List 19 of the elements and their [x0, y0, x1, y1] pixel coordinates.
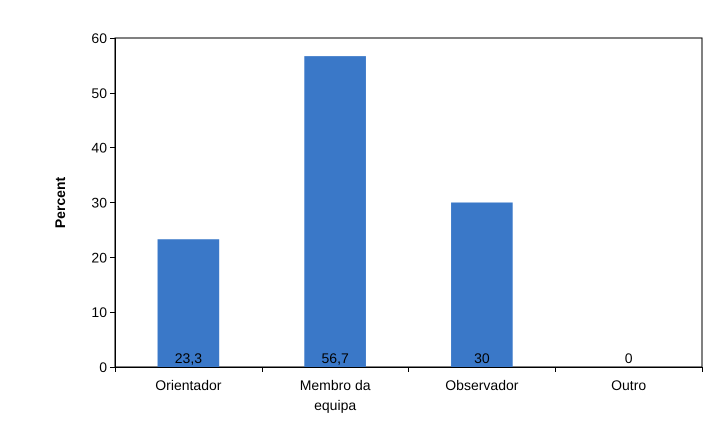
bar	[304, 56, 366, 367]
y-axis-title: Percent	[52, 176, 68, 228]
y-tick-label: 50	[91, 84, 108, 101]
bar	[158, 239, 220, 367]
x-tick-label: Observador	[445, 377, 519, 393]
y-tick-label: 30	[91, 194, 108, 210]
data-label: 56,7	[322, 350, 349, 366]
x-tick-label: Membro da equipa	[300, 377, 371, 413]
data-label: 30	[474, 350, 490, 366]
y-tick-label: 40	[91, 140, 108, 156]
x-tick-label: Outro	[611, 377, 646, 393]
data-label: 23,3	[174, 350, 202, 366]
y-tick-label: 60	[91, 30, 108, 46]
data-label: 0	[624, 350, 633, 366]
y-tick-label: 20	[91, 249, 108, 266]
y-tick-label: 0	[99, 359, 108, 375]
bar	[451, 202, 513, 367]
x-tick-label: Orientador	[155, 377, 222, 393]
y-tick-label: 10	[91, 304, 108, 320]
